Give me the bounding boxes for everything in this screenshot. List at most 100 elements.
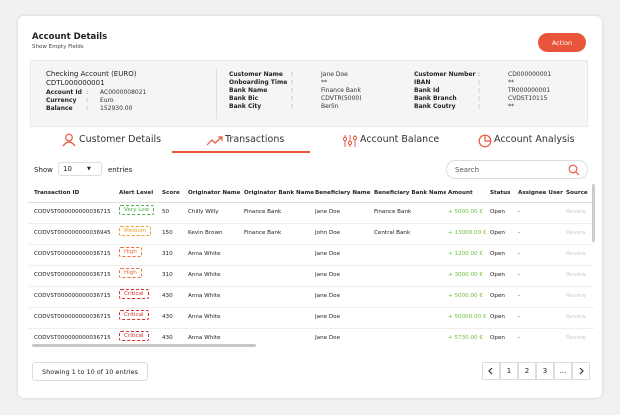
page-button[interactable]: 2 (518, 362, 536, 380)
table-row: CODVST000000000036715 High 310 Anna White Ja… (28, 245, 594, 266)
account-name: Checking Account (EURO) (46, 70, 137, 78)
prev-page[interactable] (482, 362, 500, 380)
divider (216, 69, 217, 119)
table-row: CODVST000000000036945 Medium 150 Kevin Brow… (28, 224, 594, 245)
cell-text: CODVST000000000036715 (34, 293, 111, 299)
cell-text: 50 (162, 209, 170, 215)
cell-text: + 13000.00 € (448, 230, 487, 236)
field-label: Currency (46, 97, 77, 104)
table-row: CODVST000000000036715 Very Low 50 Chilly Wi… (28, 203, 594, 224)
cell-text: CODVST000000000036715 (34, 209, 111, 215)
table-row: CODVST000000000036715 Critical 430 Anna Whi… (28, 329, 594, 344)
separator: : (86, 105, 89, 112)
cell-text: CODVST000000000036715 (34, 335, 111, 341)
cell-text: Jane Doe (315, 335, 341, 341)
column-header: Beneficiary Bank Name (374, 190, 446, 196)
field-value: TR000000001 (508, 87, 551, 94)
alert-badge: Medium (119, 226, 152, 236)
cell-text: Finance Bank (244, 209, 282, 215)
field-value: AC0000008021 (100, 89, 147, 96)
cell-text: Jane Doe (315, 272, 341, 278)
cell-text: Jane Doe (315, 209, 341, 215)
search-box[interactable]: Search (446, 160, 588, 179)
cell-text: - (518, 335, 521, 341)
column-header: Status (490, 190, 511, 196)
tab[interactable]: Account Analysis (494, 134, 575, 145)
cell-text: CODVST000000000036715 (34, 314, 111, 320)
cell-text: Review (566, 251, 586, 257)
column-header: Assignee User (518, 190, 563, 196)
separator: : (291, 103, 294, 110)
cell: Critical (119, 289, 161, 299)
field-label: Account Id (46, 89, 82, 96)
cell-text: Anna White (188, 293, 221, 299)
table-header: Transaction ID Alert Level Score Originator… (28, 184, 594, 203)
table-row: CODVST000000000036715 Critical 430 Anna Whi… (28, 287, 594, 308)
cell-text: 310 (162, 251, 173, 257)
field-label: Bank Coutry (414, 103, 456, 110)
separator: : (291, 71, 294, 78)
next-page[interactable] (572, 362, 590, 380)
cell-text: Review (566, 314, 586, 320)
cell-text: Open (490, 251, 505, 257)
alert-badge: Critical (119, 331, 149, 341)
alert-badge: High (119, 268, 142, 278)
field-label: Balance (46, 105, 73, 112)
balance-icon (342, 135, 358, 147)
cell-text: + 3000.00 € (448, 272, 483, 278)
alert-badge: High (119, 247, 142, 257)
field-value: CD000000001 (508, 71, 552, 78)
cell-text: Kevin Brown (188, 230, 223, 236)
page-size: 10 (63, 165, 72, 173)
cell-text: Open (490, 230, 505, 236)
separator: : (291, 87, 294, 94)
alert-badge: Critical (119, 310, 149, 320)
table-row: CODVST000000000036715 Critical 430 Anna Whi… (28, 308, 594, 329)
tab[interactable]: Account Balance (360, 134, 440, 145)
column-header: Source (566, 190, 588, 196)
cell-text: - (518, 293, 521, 299)
cell-text: Jane Doe (315, 251, 341, 257)
cell: High (119, 268, 161, 278)
tab[interactable]: Transactions (225, 134, 285, 145)
active-tab-underline (172, 151, 310, 153)
column-header: Transaction ID (34, 190, 80, 196)
separator: : (291, 95, 294, 102)
title: Account Details (32, 32, 108, 42)
column-header: Score (162, 190, 180, 196)
page-size-select[interactable]: 10 ▼ (58, 162, 102, 176)
transactions-icon (206, 136, 223, 146)
h-scrollbar (32, 344, 256, 347)
page-button[interactable]: 3 (536, 362, 554, 380)
cell-text: Open (490, 335, 505, 341)
analysis-icon (478, 134, 492, 148)
cell-text: Review (566, 293, 586, 299)
column-header: Originator Bank Name (244, 190, 314, 196)
alert-badge: Critical (119, 289, 149, 299)
separator: : (86, 89, 89, 96)
customer-fields: Customer Name: Jane Doe Onboarding Time: **… (229, 71, 362, 110)
cell-text: 430 (162, 314, 173, 320)
show-empty-fields[interactable]: Show Empty Fields (32, 44, 84, 50)
cell-text: Anna White (188, 272, 221, 278)
cell-text: + 5000.00 € (448, 293, 483, 299)
cell-text: 430 (162, 293, 173, 299)
action-button[interactable]: Action (538, 33, 586, 52)
cell: Medium (119, 226, 161, 236)
cell: Critical (119, 331, 161, 341)
field-value: ** (508, 103, 514, 110)
tab[interactable]: Customer Details (79, 134, 162, 145)
cell-text: Review (566, 230, 586, 236)
field-value: Finance Bank (321, 87, 361, 94)
separator: : (478, 87, 481, 94)
cell-text: 150 (162, 230, 173, 236)
cell-text: + 1200.00 € (448, 251, 483, 257)
search-placeholder: Search (455, 166, 480, 174)
field-label: Bank Id (414, 87, 440, 94)
entries-label: entries (108, 166, 133, 174)
entries-info: Showing 1 to 10 of 10 entries (32, 362, 148, 381)
page-button[interactable]: 1 (500, 362, 518, 380)
cell-text: CODVST000000000036945 (34, 230, 111, 236)
cell-text: - (518, 314, 521, 320)
page-button[interactable]: ... (554, 362, 572, 380)
